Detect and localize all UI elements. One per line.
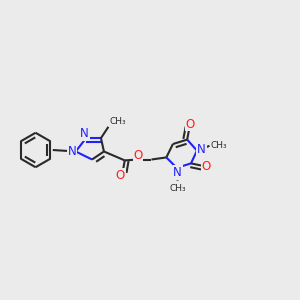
Text: CH₃: CH₃ (110, 117, 126, 126)
Text: O: O (201, 160, 211, 173)
Text: O: O (134, 149, 143, 162)
Text: N: N (173, 166, 182, 179)
Text: CH₃: CH₃ (169, 184, 186, 193)
Text: O: O (186, 118, 195, 130)
Text: O: O (116, 169, 125, 182)
Text: N: N (68, 145, 76, 158)
Text: N: N (80, 127, 89, 140)
Text: N: N (197, 143, 206, 156)
Text: CH₃: CH₃ (211, 141, 227, 150)
